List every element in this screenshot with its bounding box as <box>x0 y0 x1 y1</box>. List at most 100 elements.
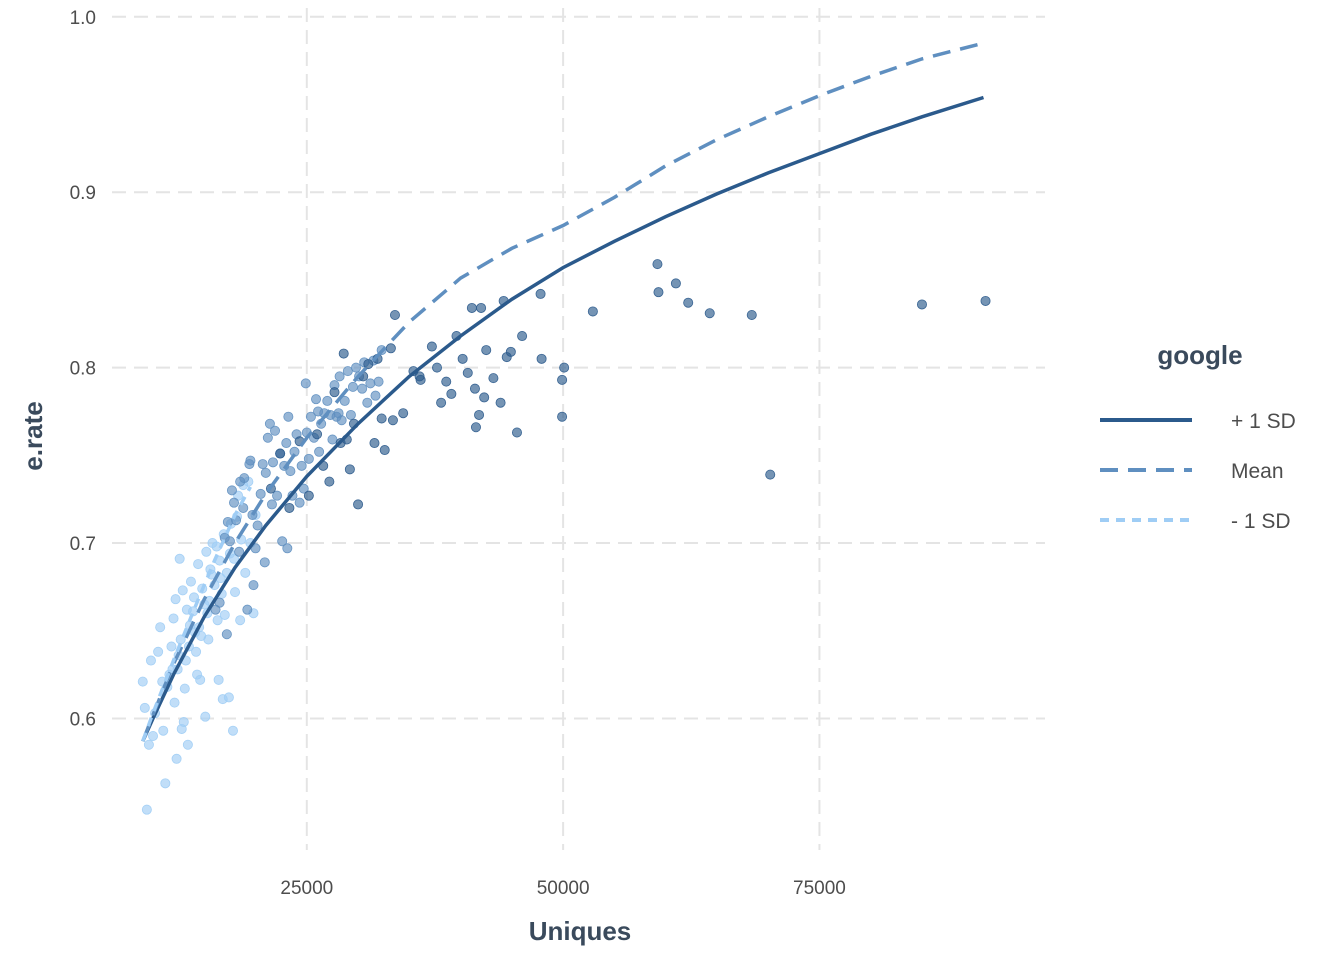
data-point <box>270 425 281 436</box>
data-point <box>446 388 457 399</box>
grid <box>112 8 1045 850</box>
data-point <box>227 725 238 736</box>
data-point <box>300 378 311 389</box>
data-point <box>683 297 694 308</box>
data-point <box>479 392 490 403</box>
data-point <box>536 353 547 364</box>
data-point <box>170 594 181 605</box>
data-point <box>432 362 443 373</box>
data-point <box>312 429 323 440</box>
data-point <box>193 559 204 570</box>
data-point <box>229 497 240 508</box>
data-point <box>230 587 241 598</box>
data-point <box>345 409 356 420</box>
data-point <box>267 457 278 468</box>
data-point <box>166 641 177 652</box>
data-point <box>223 692 234 703</box>
data-point <box>369 438 380 449</box>
data-point <box>653 287 664 298</box>
data-point <box>195 674 206 685</box>
y-tick-label: 1.0 <box>70 8 96 29</box>
data-point <box>284 502 295 513</box>
data-point <box>143 739 154 750</box>
data-point <box>351 362 362 373</box>
data-point <box>298 483 309 494</box>
data-point <box>145 655 156 666</box>
data-point <box>182 739 193 750</box>
x-tick-label: 75000 <box>793 878 846 899</box>
data-point <box>535 288 546 299</box>
data-point <box>387 415 398 426</box>
x-axis-ticks: 25000 50000 75000 <box>280 878 845 899</box>
series-points <box>265 259 991 513</box>
data-point <box>179 683 190 694</box>
data-point <box>373 376 384 387</box>
data-point <box>275 448 286 459</box>
data-point <box>469 383 480 394</box>
data-point <box>296 460 307 471</box>
data-point <box>495 397 506 408</box>
data-point <box>272 490 283 501</box>
y-tick-label: 0.8 <box>70 359 96 380</box>
data-point <box>252 520 263 531</box>
data-point <box>158 725 169 736</box>
data-point <box>303 490 314 501</box>
data-point <box>559 362 570 373</box>
data-point <box>137 676 148 687</box>
data-point <box>363 359 374 370</box>
data-point <box>201 546 212 557</box>
legend-title: google <box>1157 340 1242 370</box>
data-point <box>242 604 253 615</box>
data-point <box>347 381 358 392</box>
data-point <box>200 711 211 722</box>
data-point <box>980 295 991 306</box>
data-point <box>259 557 270 568</box>
data-point <box>365 378 376 389</box>
x-tick-label: 25000 <box>280 878 333 899</box>
data-point <box>476 302 487 313</box>
data-point <box>160 778 171 789</box>
legend-label: - 1 SD <box>1231 510 1291 533</box>
series-points <box>210 345 387 640</box>
data-point <box>281 438 292 449</box>
fit-lines <box>141 41 985 742</box>
data-point <box>517 331 528 342</box>
data-point <box>322 395 333 406</box>
series-line <box>141 41 984 742</box>
y-tick-label: 0.9 <box>70 183 96 204</box>
y-tick-label: 0.7 <box>70 534 96 555</box>
data-point <box>587 306 598 317</box>
data-point <box>203 634 214 645</box>
data-point <box>557 411 568 422</box>
data-point <box>139 702 150 713</box>
data-point <box>466 302 477 313</box>
data-point <box>294 497 305 508</box>
data-point <box>155 622 166 633</box>
data-point <box>224 536 235 547</box>
data-point <box>916 299 927 310</box>
data-point <box>457 353 468 364</box>
data-point <box>234 546 245 557</box>
data-point <box>285 466 296 477</box>
data-point <box>303 453 314 464</box>
data-point <box>704 308 715 319</box>
x-tick-label: 50000 <box>537 878 590 899</box>
scatter-points <box>137 259 991 815</box>
data-point <box>324 476 335 487</box>
data-point <box>212 615 223 626</box>
data-point <box>240 567 251 578</box>
data-point <box>264 418 275 429</box>
data-point <box>171 753 182 764</box>
data-point <box>426 341 437 352</box>
legend-entry: Mean <box>1100 460 1284 483</box>
data-point <box>441 376 452 387</box>
data-point <box>238 502 249 513</box>
data-point <box>344 464 355 475</box>
data-point <box>153 646 164 657</box>
y-tick-label: 0.6 <box>70 709 96 730</box>
data-point <box>436 397 447 408</box>
series-points <box>137 476 261 815</box>
data-point <box>226 485 237 496</box>
y-axis-ticks: 0.6 0.7 0.8 0.9 1.0 <box>70 8 96 731</box>
